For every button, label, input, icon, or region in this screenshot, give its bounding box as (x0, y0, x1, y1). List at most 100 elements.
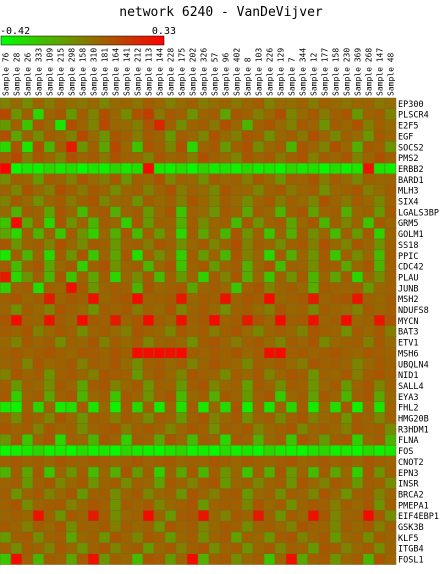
heatmap-cell (340, 390, 353, 403)
heatmap-cell (76, 141, 89, 153)
heatmap-cell (54, 434, 67, 446)
heatmap-cell (153, 336, 166, 348)
heatmap-cell (142, 217, 155, 229)
heatmap-cell (241, 379, 254, 392)
heatmap-cell (0, 401, 12, 413)
heatmap-cell (98, 358, 111, 370)
heatmap-cell (208, 152, 221, 164)
heatmap-cell (285, 227, 298, 240)
heatmap-cell (384, 444, 397, 457)
heatmap-cell (285, 336, 298, 348)
heatmap-cell (252, 347, 265, 359)
heatmap-cell (208, 466, 221, 478)
heatmap-cell (153, 325, 166, 337)
heatmap-cell (142, 358, 155, 370)
heatmap-cell (153, 227, 166, 240)
heatmap-cell (21, 455, 34, 468)
heatmap-cell (109, 173, 122, 186)
heatmap-cell (32, 130, 45, 142)
heatmap-cell (263, 249, 276, 261)
heatmap-cell (10, 412, 23, 424)
heatmap-cell (109, 206, 122, 218)
heatmap-cell (175, 358, 188, 370)
heatmap-cell (252, 227, 265, 240)
heatmap-cell (362, 542, 375, 554)
heatmap-cell (153, 423, 166, 435)
heatmap-cell (340, 325, 353, 337)
heatmap-cell (384, 466, 397, 478)
heatmap-cell (307, 238, 320, 251)
heatmap-cell (263, 217, 276, 229)
heatmap-cell (219, 206, 232, 218)
heatmap-cell (384, 249, 397, 261)
heatmap-cell (131, 553, 144, 565)
heatmap-cell (340, 97, 353, 110)
heatmap-cell (219, 282, 232, 294)
heatmap-cell (197, 314, 210, 327)
heatmap-cell (109, 227, 122, 240)
heatmap-cell (120, 130, 133, 142)
heatmap-cell (219, 217, 232, 229)
heatmap-cell (318, 520, 331, 533)
heatmap-cell (120, 119, 133, 131)
heatmap-cell (274, 152, 287, 164)
heatmap-cell (109, 119, 122, 131)
heatmap-cell (32, 412, 45, 424)
heatmap-cell (208, 488, 221, 500)
heatmap-cell (164, 434, 177, 446)
heatmap-cell (131, 499, 144, 511)
heatmap-cell (175, 282, 188, 294)
heatmap-cell (373, 390, 386, 403)
heatmap-cell (307, 108, 320, 120)
heatmap-cell (142, 401, 155, 413)
heatmap-cell (109, 217, 122, 229)
heatmap-cell (318, 141, 331, 153)
heatmap-cell (252, 531, 265, 544)
heatmap-cell (362, 477, 375, 489)
heatmap-cell (10, 499, 23, 511)
heatmap-cell (263, 510, 276, 522)
heatmap-cell (175, 314, 188, 327)
heatmap-cell (318, 195, 331, 207)
heatmap-cell (164, 260, 177, 272)
heatmap-cell (241, 173, 254, 186)
heatmap-cell (362, 217, 375, 229)
heatmap-cell (318, 249, 331, 261)
heatmap-cell (384, 336, 397, 348)
heatmap-cell (21, 520, 34, 533)
heatmap-cell (10, 141, 23, 153)
heatmap-cell (76, 325, 89, 337)
heatmap-cell (219, 520, 232, 533)
row-label: EP300 (398, 100, 424, 110)
heatmap-cell (186, 434, 199, 446)
heatmap-cell (131, 347, 144, 359)
row-label: FLNA (398, 436, 418, 446)
heatmap-cell (153, 358, 166, 370)
heatmap-cell (340, 152, 353, 164)
heatmap-cell (131, 271, 144, 283)
heatmap-cell (120, 466, 133, 478)
heatmap-cell (241, 488, 254, 500)
heatmap-cell (175, 249, 188, 261)
heatmap-cell (318, 553, 331, 565)
heatmap-cell (230, 303, 243, 316)
heatmap-cell (307, 477, 320, 489)
heatmap-cell (21, 369, 34, 381)
heatmap-cell (32, 401, 45, 413)
heatmap-cell (252, 488, 265, 500)
heatmap-cell (285, 184, 298, 196)
heatmap-cell (296, 325, 309, 337)
heatmap-cell (43, 336, 56, 348)
heatmap-cell (296, 238, 309, 251)
heatmap-cell (340, 282, 353, 294)
heatmap-cell (307, 293, 320, 305)
column-label: Sample 12 (310, 52, 319, 96)
row-label: SS18 (398, 241, 418, 251)
heatmap-cell (186, 119, 199, 131)
heatmap-cell (263, 119, 276, 131)
heatmap-cell (21, 271, 34, 283)
heatmap-cell (373, 466, 386, 478)
heatmap-cell (164, 184, 177, 196)
heatmap-cell (384, 520, 397, 533)
heatmap-cell (21, 347, 34, 359)
